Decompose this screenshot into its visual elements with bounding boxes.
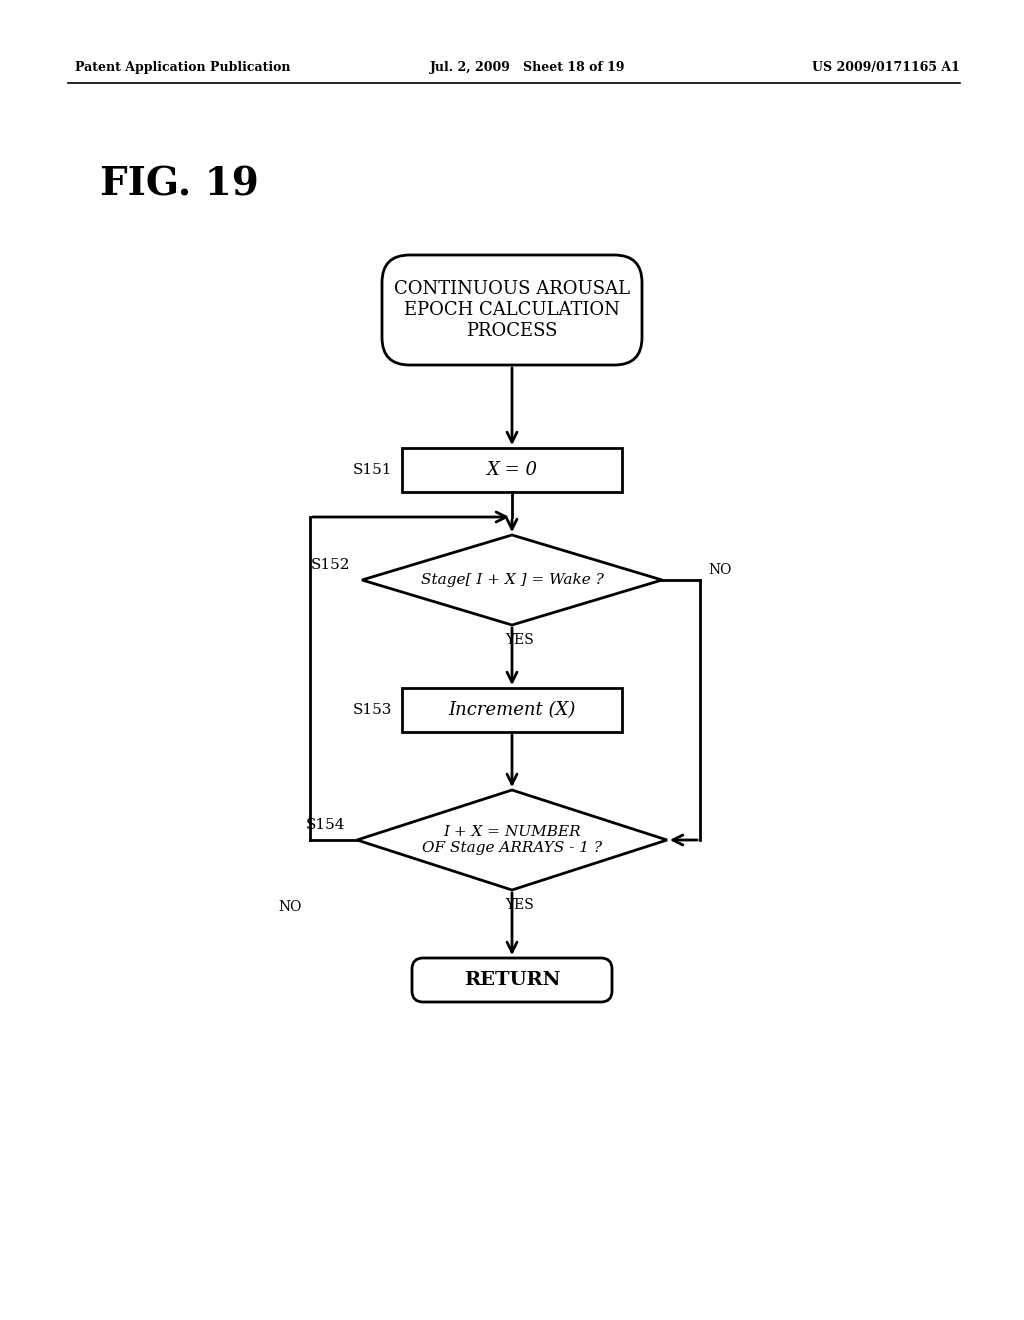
Text: S154: S154 — [305, 818, 345, 832]
Text: NO: NO — [708, 564, 731, 577]
Text: S151: S151 — [352, 463, 392, 477]
Polygon shape — [362, 535, 662, 624]
Text: Jul. 2, 2009   Sheet 18 of 19: Jul. 2, 2009 Sheet 18 of 19 — [430, 62, 626, 74]
Text: Patent Application Publication: Patent Application Publication — [75, 62, 291, 74]
Text: Increment (X): Increment (X) — [449, 701, 575, 719]
Text: US 2009/0171165 A1: US 2009/0171165 A1 — [812, 62, 961, 74]
Text: X = 0: X = 0 — [486, 461, 538, 479]
Text: NO: NO — [279, 900, 302, 913]
Text: S153: S153 — [352, 704, 392, 717]
FancyBboxPatch shape — [382, 255, 642, 366]
Text: S152: S152 — [310, 558, 350, 572]
Text: YES: YES — [506, 634, 535, 647]
Text: I + X = NUMBER
OF Stage ARRAYS - 1 ?: I + X = NUMBER OF Stage ARRAYS - 1 ? — [422, 825, 602, 855]
Text: RETURN: RETURN — [464, 972, 560, 989]
Text: YES: YES — [506, 898, 535, 912]
Text: FIG. 19: FIG. 19 — [100, 166, 259, 205]
Bar — [402, 688, 622, 733]
FancyBboxPatch shape — [412, 958, 612, 1002]
Text: CONTINUOUS AROUSAL
EPOCH CALCULATION
PROCESS: CONTINUOUS AROUSAL EPOCH CALCULATION PRO… — [394, 280, 630, 339]
Text: Stage[ I + X ] = Wake ?: Stage[ I + X ] = Wake ? — [421, 573, 603, 587]
Polygon shape — [357, 789, 667, 890]
Bar — [402, 447, 622, 492]
